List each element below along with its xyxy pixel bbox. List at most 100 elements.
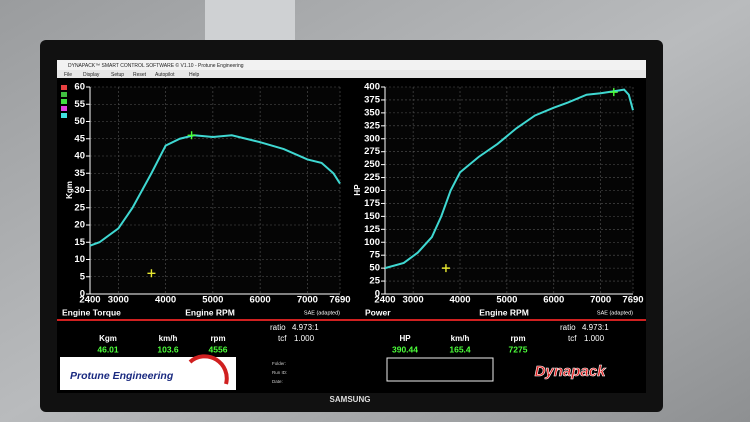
tcf-value: 1.000	[294, 334, 315, 343]
readout-header: km/h	[451, 334, 470, 343]
x-tick-label: 2400	[79, 295, 100, 306]
chart-title: Engine Torque	[62, 307, 121, 317]
x-tick-label: 3000	[108, 295, 129, 306]
readout-value: 7275	[509, 344, 528, 354]
legend-swatches	[61, 85, 67, 118]
menu-item: Help	[189, 72, 200, 78]
swatch	[61, 85, 67, 90]
x-tick-label: 6000	[250, 295, 271, 306]
ratio-label: ratio	[560, 323, 576, 332]
title-bar	[57, 60, 646, 70]
dynapack-logo: Dynapack	[535, 363, 607, 380]
readout-header: Kgm	[99, 334, 117, 343]
menu-item: Autopilot	[155, 72, 175, 78]
y-tick-label: 40	[74, 151, 85, 162]
x-tick-label: 5000	[202, 295, 223, 306]
y-tick-label: 15	[74, 237, 85, 248]
protune-logo: Protune Engineering	[70, 370, 174, 382]
readout-value: 390.44	[392, 344, 418, 354]
y-tick-label: 250	[364, 159, 380, 170]
tcf-label: tcf	[568, 334, 577, 343]
readout-value: 4556	[209, 344, 228, 354]
y-tick-label: 375	[364, 94, 381, 105]
readout-header: km/h	[159, 334, 178, 343]
y-tick-label: 100	[364, 237, 380, 248]
readout-value: 103.6	[157, 344, 179, 354]
x-tick-label: 5000	[496, 295, 517, 306]
protune-logo-box	[60, 357, 236, 390]
menu-item: Reset	[133, 72, 147, 78]
y-axis-label: Kgm	[65, 181, 74, 199]
tcf-label: tcf	[278, 334, 287, 343]
marker	[441, 264, 450, 273]
window-title: DYNAPACK™ SMART CONTROL SOFTWARE © V1.10…	[68, 62, 244, 69]
field: Folder:	[272, 361, 286, 366]
marker	[187, 131, 196, 140]
status-box	[386, 357, 494, 382]
ratio-value: 4.973:1	[292, 323, 319, 332]
menu: File Display Setup Reset Autopilot Help	[64, 72, 200, 78]
monitor-brand: SAMSUNG	[330, 395, 371, 404]
note: SAE (adapted)	[304, 310, 340, 316]
x-tick-label: 6000	[543, 295, 564, 306]
y-tick-label: 5	[80, 271, 86, 282]
x-tick-label: 4000	[155, 295, 176, 306]
field: Date:	[272, 379, 283, 384]
x-tick-label: 7690	[622, 295, 643, 306]
readout-value: 165.4	[449, 344, 471, 354]
y-tick-label: 25	[369, 276, 380, 287]
readout-header: HP	[399, 334, 411, 343]
readout-header: rpm	[210, 334, 225, 343]
x-tick-label: 7690	[329, 295, 350, 306]
y-tick-label: 20	[74, 220, 85, 231]
y-tick-label: 50	[369, 263, 380, 274]
y-tick-label: 25	[74, 202, 85, 213]
x-axis-label: Engine RPM	[479, 307, 529, 317]
menu-bar	[57, 70, 646, 78]
y-tick-label: 0	[375, 289, 380, 300]
y-tick-label: 125	[364, 224, 381, 235]
note: SAE (adapted)	[597, 310, 633, 316]
y-tick-label: 200	[364, 185, 380, 196]
chart-title: Power	[365, 307, 391, 317]
marker	[609, 88, 618, 97]
y-tick-label: 50	[74, 116, 85, 127]
y-tick-label: 0	[80, 289, 85, 300]
menu-item: Setup	[111, 72, 124, 78]
logo-arc	[188, 354, 229, 385]
swatch	[61, 106, 67, 111]
y-tick-label: 175	[364, 198, 381, 209]
y-tick-label: 10	[74, 254, 85, 265]
x-tick-label: 7000	[590, 295, 611, 306]
pillar	[205, 0, 295, 42]
swatch	[61, 99, 67, 104]
field: Run ID:	[272, 370, 287, 375]
x-axis-label: Engine RPM	[185, 307, 235, 317]
y-tick-label: 350	[364, 107, 380, 118]
data-line	[89, 134, 341, 247]
marker	[147, 269, 156, 278]
y-tick-label: 55	[74, 99, 85, 110]
y-tick-label: 300	[364, 133, 380, 144]
swatch	[61, 113, 67, 118]
readout-header: rpm	[510, 334, 525, 343]
y-tick-label: 35	[74, 168, 85, 179]
x-tick-label: 3000	[403, 295, 424, 306]
y-tick-label: 60	[74, 82, 85, 93]
y-tick-label: 75	[369, 250, 380, 261]
x-tick-label: 7000	[297, 295, 318, 306]
ratio-value: 4.973:1	[582, 323, 609, 332]
y-tick-label: 30	[74, 185, 85, 196]
x-tick-label: 2400	[374, 295, 395, 306]
menu-item: File	[64, 72, 72, 78]
ratio-label: ratio	[270, 323, 286, 332]
swatch	[61, 92, 67, 97]
data-line	[384, 88, 634, 270]
tcf-value: 1.000	[584, 334, 605, 343]
x-tick-label: 4000	[449, 295, 470, 306]
menu-item: Display	[83, 72, 100, 78]
y-tick-label: 150	[364, 211, 380, 222]
